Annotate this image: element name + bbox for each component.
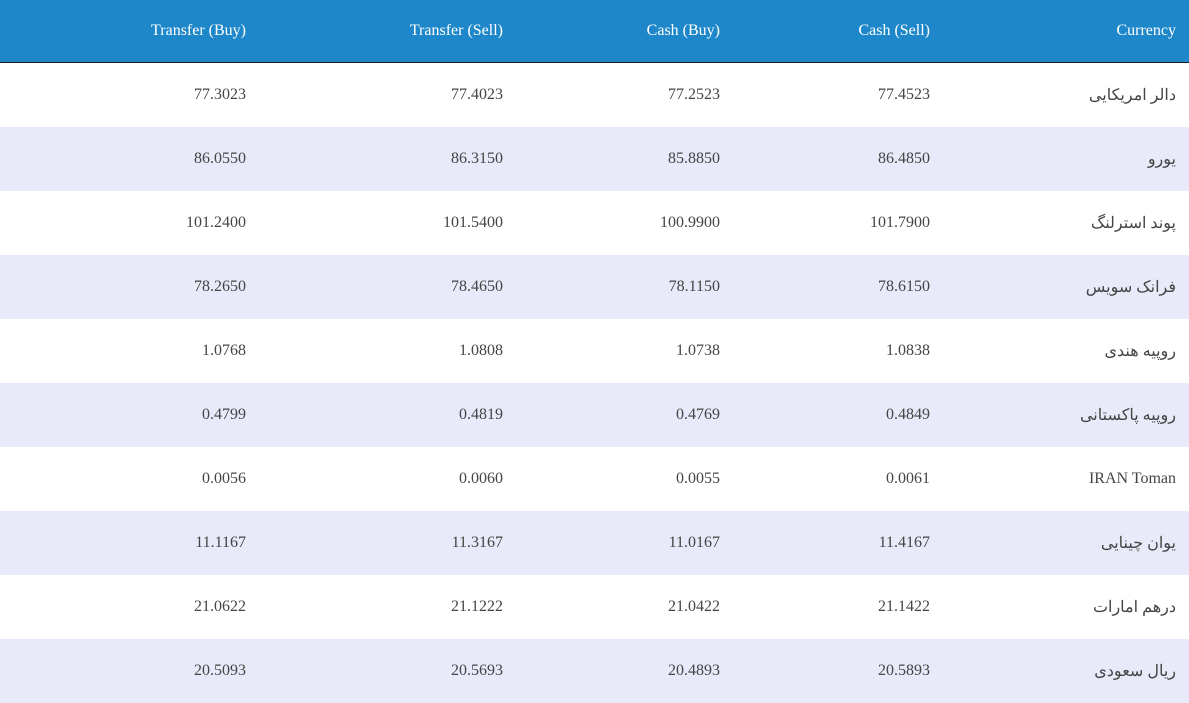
table-cell: 1.0808 [459, 342, 503, 359]
table-cell: 11.4167 [878, 534, 930, 551]
table-cell: یوان چینایی [1100, 535, 1176, 552]
table-cell: 0.4769 [676, 406, 720, 423]
table-cell: روپیه هندی [1104, 343, 1177, 360]
table-cell: 0.4819 [459, 406, 503, 423]
table-cell: 86.0550 [194, 150, 246, 167]
table-cell: دالر امریکایی [1088, 87, 1176, 104]
table-cell: 0.0055 [676, 470, 720, 487]
header-cell: Currency [1116, 22, 1176, 39]
header-cell: Cash (Sell) [858, 22, 930, 39]
table-cell: 101.5400 [443, 214, 503, 231]
table-cell: 1.0838 [886, 342, 930, 359]
table-cell: 77.4523 [878, 86, 930, 103]
table-cell: 78.2650 [194, 278, 246, 295]
table-cell: ریال سعودی [1094, 663, 1176, 680]
table-row: 0.0056 0.0060 0.0055 0.0061 IRAN Toman [0, 447, 1189, 511]
header-row: Transfer (Buy) Transfer (Sell) Cash (Buy) C… [0, 0, 1189, 63]
table-cell: 0.4849 [886, 406, 930, 423]
table-cell: 21.1222 [451, 598, 503, 615]
table-cell: 86.4850 [878, 150, 930, 167]
table-cell: 21.0622 [194, 598, 246, 615]
table-cell: درهم امارات [1092, 599, 1176, 616]
table-cell: 0.4799 [202, 406, 246, 423]
table-cell: پوند استرلنگ [1090, 215, 1176, 232]
table-row: 11.1167 11.3167 11.0167 11.4167 یوان چینایی [0, 511, 1189, 575]
table-cell: 11.1167 [195, 534, 246, 551]
table-cell: 86.3150 [451, 150, 503, 167]
table-cell: فرانک سویس [1085, 279, 1176, 296]
table-cell: 20.5693 [451, 662, 503, 679]
table-cell: 20.4893 [668, 662, 720, 679]
table-cell: 11.0167 [668, 534, 720, 551]
table-cell: 77.2523 [668, 86, 720, 103]
table-cell: 11.3167 [451, 534, 503, 551]
table-cell: 101.2400 [186, 214, 246, 231]
table-cell: IRAN Toman [1088, 470, 1176, 487]
table-cell: 0.0056 [202, 470, 246, 487]
table-row: 86.0550 86.3150 85.8850 86.4850 یورو [0, 127, 1189, 191]
table-row: 101.2400 101.5400 100.9900 101.7900 پوند است… [0, 191, 1189, 255]
header-cell: Cash (Buy) [646, 22, 720, 39]
table-cell: 100.9900 [660, 214, 720, 231]
header-cell: Transfer (Sell) [409, 22, 503, 39]
table-row: 21.0622 21.1222 21.0422 21.1422 درهم امارات [0, 575, 1189, 639]
table-cell: یورو [1147, 151, 1176, 168]
table-cell: 0.0061 [886, 470, 930, 487]
table-row: 1.0768 1.0808 1.0738 1.0838 روپیه هندی [0, 319, 1189, 383]
table-row: 20.5093 20.5693 20.4893 20.5893 ریال سعودی [0, 639, 1189, 703]
table-cell: 85.8850 [668, 150, 720, 167]
table-cell: 1.0768 [202, 342, 246, 359]
table-cell: 20.5893 [878, 662, 930, 679]
table-cell: 0.0060 [459, 470, 503, 487]
header-cell: Transfer (Buy) [151, 22, 246, 39]
table-cell: 1.0738 [676, 342, 720, 359]
table-row: 0.4799 0.4819 0.4769 0.4849 روپیه پاکستانی [0, 383, 1189, 447]
table-cell: 21.1422 [878, 598, 930, 615]
table-cell: 78.1150 [668, 278, 720, 295]
table-cell: 20.5093 [194, 662, 246, 679]
table-row: 78.2650 78.4650 78.1150 78.6150 فرانک سویس [0, 255, 1189, 319]
table-cell: 77.3023 [194, 86, 246, 103]
table-cell: 78.6150 [878, 278, 930, 295]
table-cell: 21.0422 [668, 598, 720, 615]
table-cell: 77.4023 [451, 86, 503, 103]
table-cell: 78.4650 [451, 278, 503, 295]
table-row: 77.3023 77.4023 77.2523 77.4523 دالر امریکای… [0, 63, 1189, 127]
table-cell: روپیه پاکستانی [1079, 407, 1176, 424]
table-cell: 101.7900 [870, 214, 930, 231]
